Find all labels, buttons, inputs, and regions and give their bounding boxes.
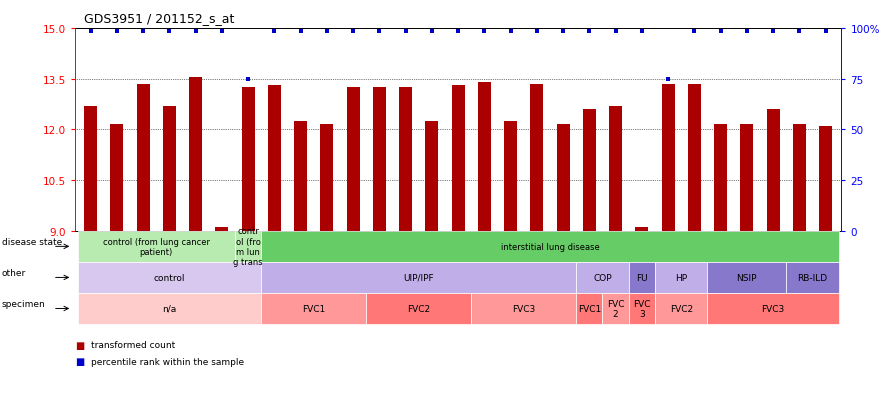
Bar xyxy=(426,122,439,231)
Bar xyxy=(215,228,228,231)
Bar xyxy=(189,78,203,231)
Bar xyxy=(609,107,622,231)
Text: GDS3951 / 201152_s_at: GDS3951 / 201152_s_at xyxy=(84,12,234,25)
Text: n/a: n/a xyxy=(162,304,176,313)
Text: control: control xyxy=(153,273,185,282)
Bar xyxy=(241,88,255,231)
Text: contr
ol (fro
m lun
g trans: contr ol (fro m lun g trans xyxy=(233,227,263,267)
Bar xyxy=(714,125,727,231)
Bar xyxy=(321,125,333,231)
Text: transformed count: transformed count xyxy=(91,340,175,349)
Text: FVC2: FVC2 xyxy=(670,304,692,313)
Text: HP: HP xyxy=(675,273,687,282)
Text: disease state: disease state xyxy=(2,237,62,246)
Text: FVC3: FVC3 xyxy=(761,304,785,313)
Bar xyxy=(530,85,544,231)
Bar xyxy=(110,125,123,231)
Text: specimen: specimen xyxy=(2,299,46,308)
Bar xyxy=(452,86,464,231)
Bar xyxy=(766,110,780,231)
Text: other: other xyxy=(2,268,26,277)
Bar xyxy=(740,125,753,231)
Text: COP: COP xyxy=(593,273,611,282)
Bar xyxy=(478,83,491,231)
Text: FU: FU xyxy=(636,273,648,282)
Text: ■: ■ xyxy=(75,356,84,366)
Bar xyxy=(137,85,150,231)
Text: UIP/IPF: UIP/IPF xyxy=(403,273,434,282)
Text: FVC1: FVC1 xyxy=(302,304,325,313)
Text: RB-ILD: RB-ILD xyxy=(797,273,827,282)
Bar xyxy=(793,125,806,231)
Text: FVC
2: FVC 2 xyxy=(607,299,625,318)
Text: FVC1: FVC1 xyxy=(578,304,601,313)
Text: FVC3: FVC3 xyxy=(512,304,536,313)
Text: FVC2: FVC2 xyxy=(407,304,430,313)
Bar xyxy=(294,122,307,231)
Bar xyxy=(373,88,386,231)
Text: FVC
3: FVC 3 xyxy=(633,299,650,318)
Text: percentile rank within the sample: percentile rank within the sample xyxy=(91,357,244,366)
Bar xyxy=(163,107,176,231)
Bar xyxy=(662,85,675,231)
Text: interstitial lung disease: interstitial lung disease xyxy=(500,242,599,251)
Text: NSIP: NSIP xyxy=(737,273,757,282)
Bar xyxy=(583,110,596,231)
Text: ■: ■ xyxy=(75,340,84,350)
Bar xyxy=(688,85,701,231)
Bar xyxy=(557,125,570,231)
Text: control (from lung cancer
patient): control (from lung cancer patient) xyxy=(103,237,210,256)
Bar xyxy=(346,88,359,231)
Bar xyxy=(84,107,97,231)
Bar xyxy=(635,228,648,231)
Bar xyxy=(819,127,833,231)
Bar xyxy=(504,122,517,231)
Bar xyxy=(268,86,281,231)
Bar xyxy=(399,88,412,231)
